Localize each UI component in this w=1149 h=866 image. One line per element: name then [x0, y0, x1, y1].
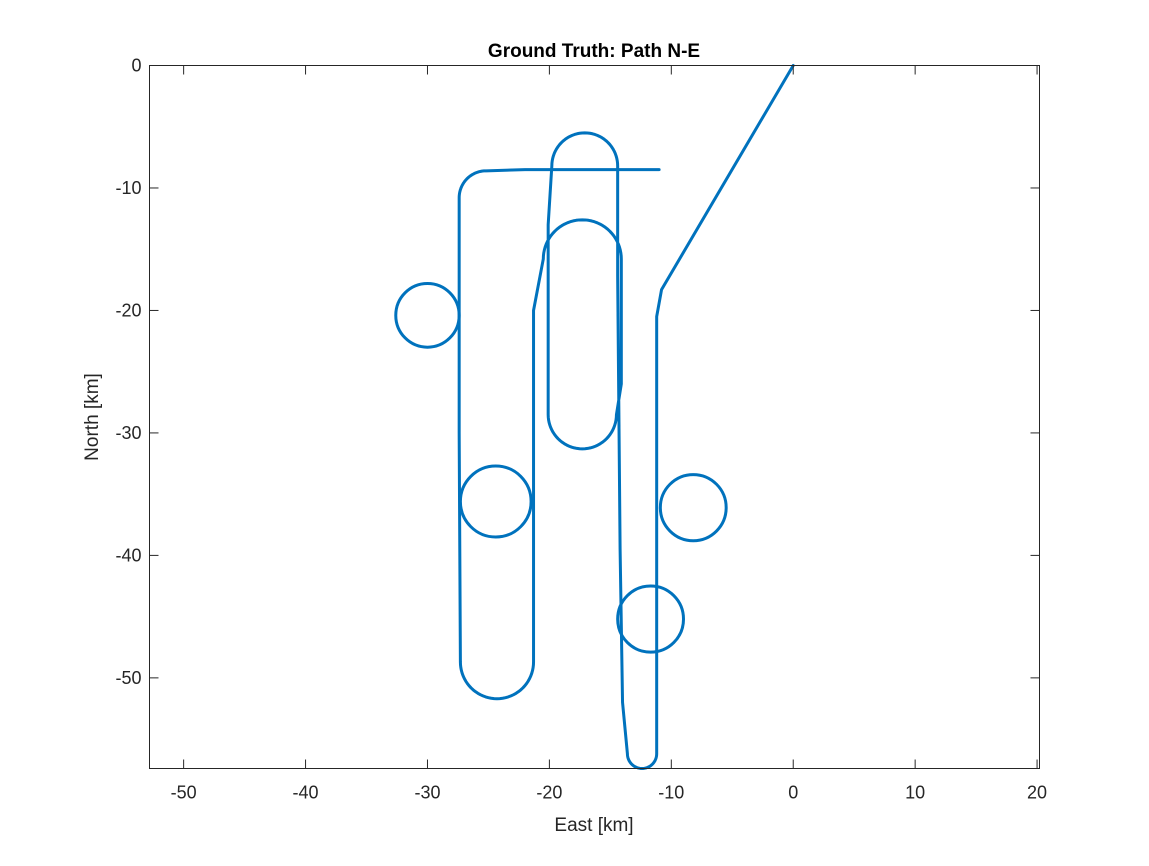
- loiter-circle-1: [458, 464, 533, 539]
- x-tick-label: -20: [536, 783, 562, 803]
- y-axis-label: North [km]: [82, 373, 103, 461]
- x-tick-label: 0: [788, 783, 798, 803]
- x-tick-label: -50: [171, 783, 197, 803]
- y-axis: -50 -40 -30 -20 -10 0: [115, 56, 1040, 688]
- y-tick-label: 0: [131, 56, 141, 76]
- y-tick-label: -40: [115, 545, 141, 565]
- x-tick-label: -40: [293, 783, 319, 803]
- loiter-circle-3: [616, 584, 686, 654]
- x-tick-label: 10: [905, 783, 925, 803]
- path-layer: [394, 64, 795, 770]
- x-axis-label: East [km]: [554, 815, 633, 836]
- x-tick-label: -30: [414, 783, 440, 803]
- y-tick-label: -30: [115, 423, 141, 443]
- loiter-circle-2: [658, 473, 728, 543]
- x-tick-label: -10: [658, 783, 684, 803]
- y-tick-label: -20: [115, 300, 141, 320]
- plot-frame: [149, 65, 1040, 769]
- y-tick-label: -50: [115, 668, 141, 688]
- loiter-circle-0: [394, 282, 461, 349]
- x-tick-label: 20: [1027, 783, 1047, 803]
- plot-area: [149, 65, 1040, 769]
- path-line-0: [457, 64, 795, 770]
- x-axis: -50 -40 -30 -20 -10 0 10 20: [171, 65, 1047, 803]
- y-tick-label: -10: [115, 178, 141, 198]
- chart-title: Ground Truth: Path N-E: [488, 41, 700, 62]
